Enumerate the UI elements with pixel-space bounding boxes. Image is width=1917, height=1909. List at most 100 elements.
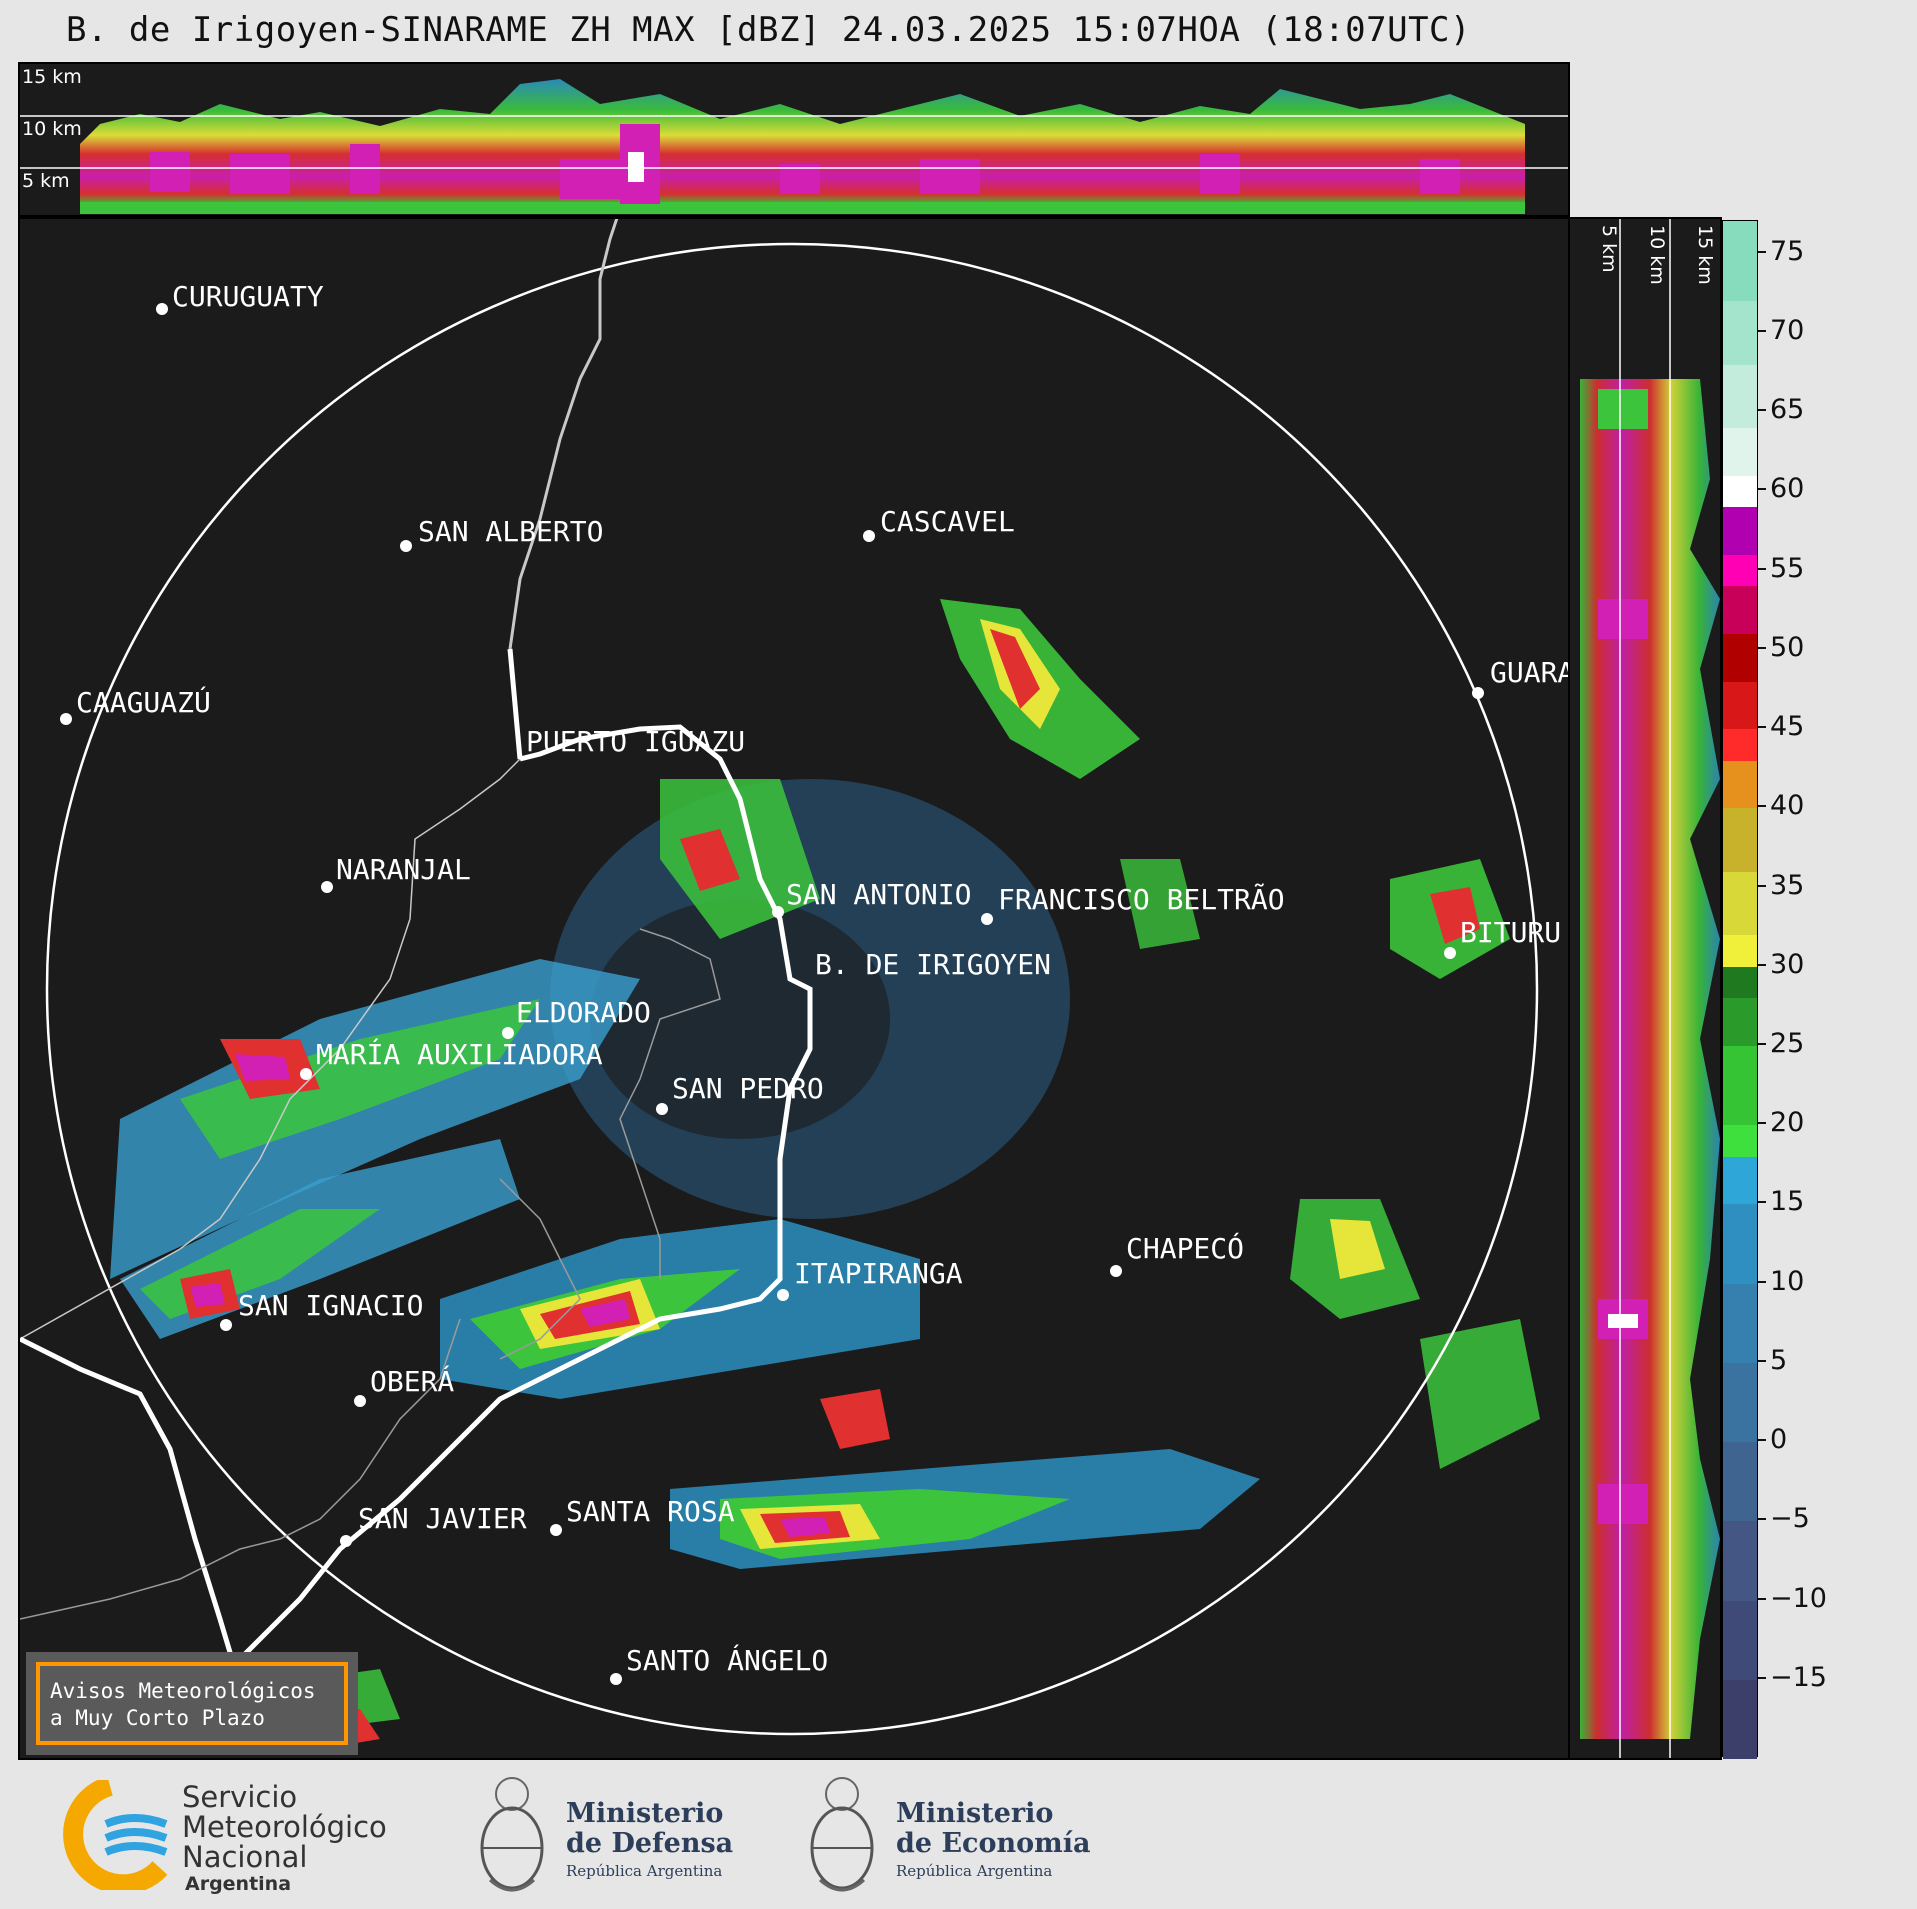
colorbar-segment	[1723, 474, 1757, 508]
city-dot-san-alberto	[400, 540, 412, 552]
colorbar-tick	[1758, 646, 1766, 649]
colorbar-segment	[1723, 1599, 1757, 1680]
city-dot-francisco-beltrao	[981, 913, 993, 925]
radar-reflectivity-map	[20, 219, 1540, 1752]
defensa-text-2: de Defensa	[566, 1828, 734, 1859]
city-label-eldorado: ELDORADO	[516, 996, 651, 1029]
city-label-curuguaty: CURUGUATY	[172, 280, 324, 313]
city-dot-chapeco	[1110, 1265, 1122, 1277]
city-dot-san-javier	[340, 1535, 352, 1547]
colorbar-segment	[1723, 1361, 1757, 1443]
colorbar-tick	[1758, 1280, 1766, 1283]
colorbar-segment	[1723, 759, 1757, 809]
colorbar-tick	[1758, 884, 1766, 887]
city-dot-naranjal	[321, 881, 333, 893]
city-dot-bituru	[1444, 947, 1456, 959]
side-cross-section-echoes	[1580, 219, 1720, 1758]
city-label-guara: GUARA	[1490, 656, 1570, 689]
defensa-text-1: Ministerio	[566, 1798, 724, 1829]
colorbar-segment	[1723, 934, 1757, 967]
smn-text-1: Servicio	[182, 1780, 298, 1814]
city-dot-san-pedro	[656, 1103, 668, 1115]
colorbar-tick-label: 65	[1770, 394, 1805, 426]
alert-line-2: a Muy Corto Plazo	[50, 1706, 265, 1730]
colorbar-tick-label: 60	[1770, 473, 1805, 505]
city-label-b-de-irigoyen: B. DE IRIGOYEN	[815, 948, 1052, 981]
colorbar-tick-label: 15	[1770, 1186, 1805, 1218]
colorbar-segment	[1723, 426, 1757, 476]
economia-text-2: de Economía	[896, 1828, 1091, 1859]
top-altitude-label-5: 5 km	[22, 170, 70, 192]
colorbar-segment	[1723, 728, 1757, 761]
top-altitude-label-15: 15 km	[22, 66, 82, 88]
colorbar-tick-label: 35	[1770, 869, 1805, 901]
map-title: B. de Irigoyen-SINARAME ZH MAX [dBZ] 24.…	[66, 10, 1471, 50]
city-label-santa-rosa: SANTA ROSA	[566, 1495, 735, 1528]
top-altitude-label-10: 10 km	[22, 118, 82, 140]
colorbar-tick	[1758, 805, 1766, 808]
colorbar-segment	[1723, 221, 1757, 302]
top-cross-section-echoes	[20, 79, 1568, 214]
city-label-san-ignacio: SAN IGNACIO	[238, 1289, 424, 1322]
colorbar-segment	[1723, 585, 1757, 634]
city-dot-curuguaty	[156, 303, 168, 315]
colorbar-tick-label: 0	[1770, 1424, 1788, 1456]
city-label-san-antonio: SAN ANTONIO	[786, 878, 972, 911]
economia-text-3: República Argentina	[896, 1862, 1053, 1880]
city-dot-santo-angelo	[610, 1673, 622, 1685]
colorbar-tick-label: 30	[1770, 948, 1805, 980]
colorbar-segment	[1723, 1678, 1757, 1759]
city-label-bituru: BITURU	[1460, 916, 1562, 949]
colorbar-segment	[1723, 632, 1757, 682]
colorbar-segment	[1723, 506, 1757, 555]
colorbar-segment	[1723, 1155, 1757, 1205]
argentina-coat-of-arms-icon	[480, 1777, 544, 1892]
colorbar-tick	[1758, 567, 1766, 570]
smn-logo-icon	[63, 1780, 168, 1890]
city-label-itapiranga: ITAPIRANGA	[794, 1257, 963, 1290]
side-altitude-label-10: 10 km	[1646, 225, 1668, 285]
colorbar-tick	[1758, 409, 1766, 412]
smn-text-4: Argentina	[185, 1873, 292, 1895]
colorbar-tick-label: 70	[1770, 314, 1805, 346]
colorbar-tick	[1758, 1597, 1766, 1600]
colorbar-tick	[1758, 250, 1766, 253]
colorbar-segment	[1723, 1044, 1757, 1126]
alert-box-inner: Avisos Meteorológicos a Muy Corto Plazo	[36, 1662, 348, 1745]
colorbar-tick-label: 45	[1770, 711, 1805, 743]
colorbar-tick	[1758, 726, 1766, 729]
colorbar-tick-label: 50	[1770, 631, 1805, 663]
city-label-caaguazu: CAAGUAZÚ	[76, 686, 211, 719]
colorbar-tick	[1758, 1122, 1766, 1125]
colorbar-segment	[1723, 300, 1757, 365]
city-dot-san-ignacio	[220, 1319, 232, 1331]
city-dot-obera	[354, 1395, 366, 1407]
side-cross-section-panel: 5 km 10 km 15 km	[1570, 217, 1722, 1760]
colorbar-tick	[1758, 329, 1766, 332]
colorbar-segment	[1723, 807, 1757, 872]
colorbar-segment	[1723, 1124, 1757, 1157]
colorbar-tick-label: 5	[1770, 1344, 1788, 1376]
colorbar-segment	[1723, 680, 1757, 730]
colorbar-tick	[1758, 1359, 1766, 1362]
alert-line-1: Avisos Meteorológicos	[50, 1679, 316, 1703]
city-label-san-pedro: SAN PEDRO	[672, 1072, 824, 1105]
smn-text-3: Nacional	[182, 1840, 308, 1874]
side-altitude-label-15: 15 km	[1694, 225, 1716, 285]
colorbar-segment	[1723, 965, 1757, 999]
city-label-san-javier: SAN JAVIER	[358, 1502, 527, 1535]
smn-text-2: Meteorológico	[182, 1810, 387, 1844]
colorbar-tick-label: 40	[1770, 790, 1805, 822]
city-label-francisco-beltrao: FRANCISCO BELTRÃO	[998, 883, 1285, 916]
city-label-maria-auxiliadora: MARÍA AUXILIADORA	[316, 1038, 603, 1071]
colorbar-tick-label: −15	[1770, 1661, 1827, 1693]
city-dot-santa-rosa	[550, 1524, 562, 1536]
city-label-puerto-iguazu: PUERTO IGUAZU	[526, 725, 746, 758]
alert-box[interactable]: Avisos Meteorológicos a Muy Corto Plazo	[26, 1652, 358, 1755]
city-dot-maria-auxiliadora	[300, 1068, 312, 1080]
colorbar-tick	[1758, 963, 1766, 966]
colorbar-tick	[1758, 1518, 1766, 1521]
colorbar-tick-label: 20	[1770, 1107, 1805, 1139]
colorbar-segment	[1723, 997, 1757, 1046]
colorbar-segment	[1723, 1282, 1757, 1363]
